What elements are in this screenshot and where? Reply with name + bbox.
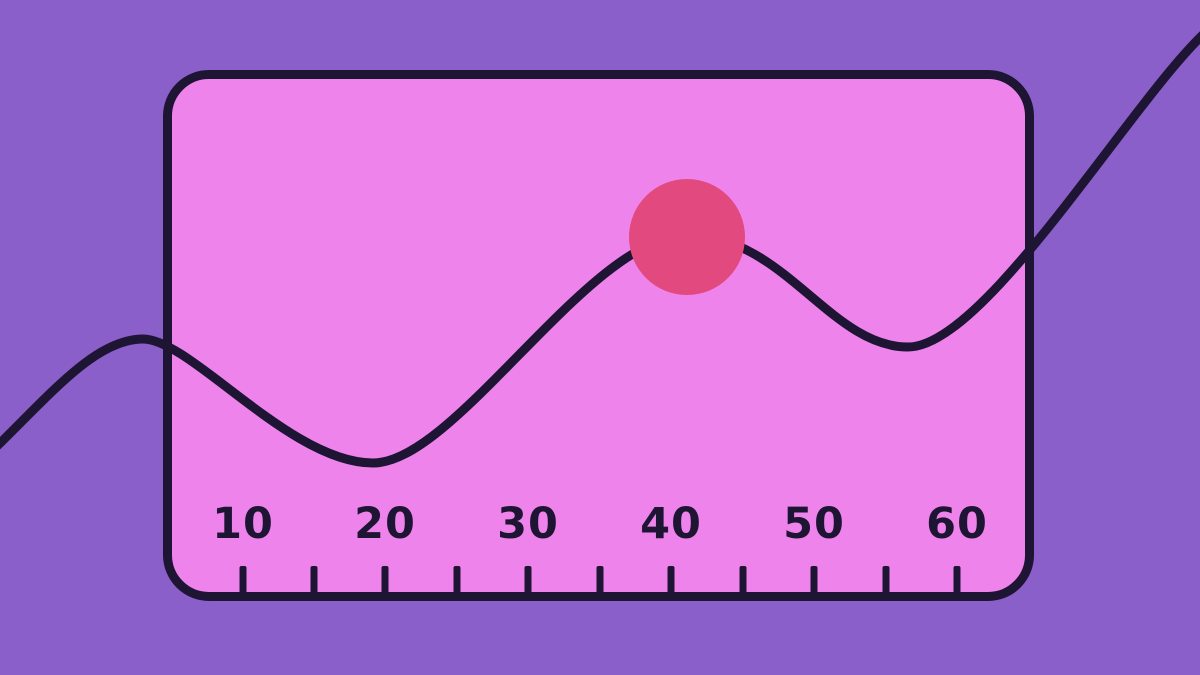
- axis-tick-label: 60: [926, 499, 988, 549]
- axis-tick-label: 50: [783, 499, 845, 549]
- axis-tick: [524, 566, 532, 594]
- axis-tick: [453, 566, 461, 594]
- axis-tick: [739, 566, 747, 594]
- axis-tick-label: 40: [640, 499, 702, 549]
- axis-tick: [239, 566, 247, 594]
- axis-tick-label: 30: [497, 499, 559, 549]
- axis-tick: [381, 566, 389, 594]
- axis-tick: [953, 566, 961, 594]
- axis-tick-label: 20: [354, 499, 416, 549]
- axis-tick-label: 10: [212, 499, 274, 549]
- axis-tick: [596, 566, 604, 594]
- axis-tick: [882, 566, 890, 594]
- axis-tick: [667, 566, 675, 594]
- axis-tick: [810, 566, 818, 594]
- axis-tick: [310, 566, 318, 594]
